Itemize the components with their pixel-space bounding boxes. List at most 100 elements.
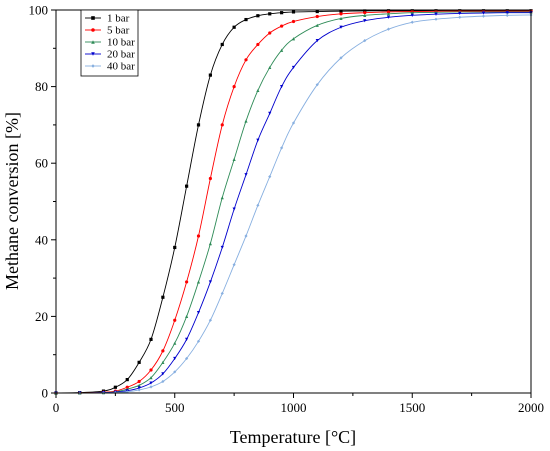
data-point [434, 17, 438, 21]
data-point [137, 379, 141, 384]
data-point [185, 314, 189, 318]
data-point [363, 19, 367, 23]
data-point [185, 280, 189, 284]
data-point [208, 280, 212, 284]
x-tick-label: 2000 [518, 400, 544, 415]
data-point [458, 15, 462, 19]
data-point [256, 88, 260, 93]
data-point [173, 318, 177, 322]
data-point [149, 368, 153, 372]
data-point [386, 15, 391, 19]
data-point [363, 13, 367, 17]
data-point [386, 10, 391, 14]
y-tick-label: 60 [35, 156, 48, 171]
data-point [161, 295, 165, 299]
data-point [481, 11, 486, 15]
data-point [268, 12, 272, 16]
legend-swatch-marker [91, 40, 95, 44]
legend-item: 20 bar [85, 49, 135, 61]
data-point [196, 280, 201, 284]
legend-swatch-marker [91, 28, 95, 32]
data-point [173, 341, 177, 345]
data-point [268, 31, 272, 35]
data-point [256, 42, 260, 47]
data-point [161, 349, 165, 353]
legend-item: 10 bar [85, 37, 135, 49]
legend-label: 1 bar [107, 13, 130, 25]
x-tick-label: 1000 [281, 400, 307, 415]
data-point [232, 157, 236, 161]
axis-ticks: 0 500 1000 1500 2000 0 20 40 60 80 100 [29, 3, 545, 416]
data-point [386, 12, 391, 16]
data-point [161, 379, 165, 384]
data-point [434, 12, 438, 16]
x-axis-title: Temperature [°C] [230, 427, 356, 447]
data-point [291, 37, 296, 41]
data-point [220, 245, 224, 250]
legend-swatch-marker [91, 64, 95, 68]
x-tick-label: 0 [53, 400, 60, 415]
data-point [149, 381, 153, 385]
y-axis-title: Methane conversion [%] [2, 112, 22, 290]
y-tick-label: 20 [35, 309, 48, 324]
legend-box [80, 9, 139, 77]
data-point [268, 65, 272, 70]
legend-swatch-marker [91, 16, 95, 20]
x-tick-label: 1500 [399, 400, 425, 415]
data-point [410, 11, 414, 15]
data-point [149, 376, 153, 380]
data-point [113, 385, 117, 389]
data-point [339, 56, 343, 60]
legend-label: 40 bar [107, 61, 135, 73]
data-point [173, 356, 177, 361]
data-point [481, 14, 486, 18]
data-point [244, 234, 248, 238]
data-point [185, 356, 189, 361]
data-point [196, 123, 201, 127]
legend-swatch-marker [91, 52, 95, 56]
data-point [280, 48, 284, 52]
data-point [291, 10, 296, 14]
data-point [363, 11, 367, 15]
data-point [220, 123, 224, 127]
data-point [208, 73, 212, 77]
data-point [291, 65, 296, 70]
data-point [268, 175, 272, 179]
data-point [185, 184, 189, 188]
data-point [232, 207, 236, 211]
data-point [208, 318, 212, 322]
y-tick-label: 0 [42, 386, 49, 401]
data-point [505, 13, 509, 17]
data-point [244, 119, 248, 123]
data-point [280, 24, 284, 28]
data-point [280, 85, 284, 89]
data-point [244, 173, 248, 177]
data-point [315, 9, 319, 14]
data-point [256, 203, 260, 207]
data-point [256, 138, 260, 142]
legend-label: 5 bar [107, 25, 130, 37]
data-point [339, 16, 343, 21]
data-point [244, 58, 248, 62]
data-point [244, 17, 248, 22]
data-point [173, 245, 177, 250]
data-point [315, 23, 319, 27]
data-point [256, 14, 260, 18]
data-point [149, 385, 153, 389]
y-tick-label: 40 [35, 232, 48, 247]
data-point [291, 19, 296, 24]
data-point [196, 234, 201, 238]
y-tick-label: 100 [29, 3, 49, 18]
data-point [458, 11, 462, 16]
data-point [386, 27, 391, 31]
data-point [137, 386, 141, 390]
plot-area [54, 9, 533, 395]
data-point [315, 39, 319, 43]
legend-item: 1 bar [85, 13, 130, 25]
data-point [161, 372, 165, 376]
data-point [196, 339, 201, 343]
data-point [149, 337, 153, 341]
data-point [363, 9, 367, 13]
y-tick-label: 80 [35, 79, 48, 94]
